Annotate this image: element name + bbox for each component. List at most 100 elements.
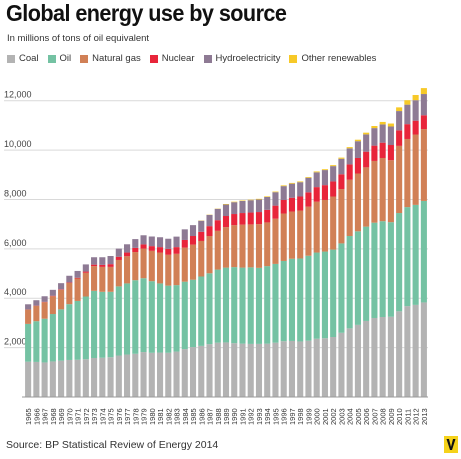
bar-segment-natural-gas (255, 224, 263, 268)
bar-segment-coal (354, 324, 361, 397)
bar-segment-natural-gas (354, 173, 361, 232)
bar-segment-natural-gas (214, 230, 221, 270)
bar-segment-coal (189, 347, 197, 397)
y-tick-label: 4,000 (4, 287, 27, 297)
x-tick-label: 2000 (313, 408, 322, 425)
legend-label: Natural gas (92, 53, 141, 64)
bar-segment-coal (379, 317, 386, 397)
bar-segment-natural-gas (321, 199, 328, 252)
bar-segment-oil (321, 251, 328, 339)
bar-segment-natural-gas (49, 296, 56, 315)
bar-segment-hydroelectricity (396, 111, 403, 131)
bar-segment-hydroelectricity (247, 200, 254, 213)
bar-segment-nuclear (420, 115, 427, 130)
bar-segment-coal (363, 320, 370, 397)
bar-segment-oil (363, 226, 370, 321)
bar-segment-coal (91, 357, 98, 397)
bar-segment-oil (297, 258, 304, 342)
x-tick-label: 1986 (197, 408, 206, 425)
bar-segment-coal (255, 343, 263, 397)
bar-segment-oil (107, 291, 114, 358)
bar-segment-coal (264, 343, 271, 397)
legend-label: Coal (19, 53, 39, 64)
bar-segment-oil (231, 267, 238, 344)
bar-segment-hydroelectricity (156, 237, 164, 248)
legend-swatch (80, 54, 89, 63)
bar-segment-coal (132, 353, 139, 397)
bar-segment-oil (239, 267, 246, 344)
bar-segment-oil (412, 204, 419, 305)
bar-segment-nuclear (91, 264, 98, 267)
y-tick-label: 12,000 (4, 90, 32, 100)
bar-segment-oil (181, 281, 188, 350)
x-tick-label: 1966 (32, 408, 41, 425)
bar-segment-coal (74, 359, 81, 397)
bar-segment-nuclear (99, 264, 106, 267)
y-tick-label: 6,000 (4, 238, 27, 248)
bar-segment-natural-gas (239, 224, 246, 268)
bar-segment-oil (379, 221, 386, 317)
bar-segment-hydroelectricity (338, 158, 345, 175)
bar-segment-natural-gas (363, 167, 370, 227)
bar-segment-coal (66, 359, 73, 397)
bar-segment-oil (214, 269, 221, 343)
bar-segment-nuclear (363, 151, 370, 168)
bar-segment-nuclear (189, 236, 197, 245)
bar-segment-hydroelectricity (222, 204, 230, 216)
bar-segment-natural-gas (74, 278, 81, 301)
bar-segment-coal (58, 360, 65, 397)
bar-segment-oil (173, 285, 180, 352)
bar-segment-hydroelectricity (379, 124, 386, 143)
bar-segment-hydroelectricity (165, 238, 172, 249)
bar-segment-nuclear (165, 248, 172, 255)
x-tick-label: 1980 (148, 408, 157, 425)
bar-segment-hydroelectricity (346, 148, 353, 165)
bar-segment-oil (198, 276, 205, 346)
bar-segment-hydroelectricity (206, 214, 213, 227)
bar-segment-coal (305, 340, 312, 397)
bar-segment-oil (264, 266, 271, 344)
bar-segment-hydroelectricity (420, 94, 427, 116)
bar-segment-nuclear (239, 213, 246, 225)
x-tick-label: 2013 (420, 408, 429, 425)
bar-segment-nuclear (371, 145, 378, 161)
legend-item: Nuclear (149, 53, 195, 64)
bar-segment-hydroelectricity (115, 248, 122, 257)
legend-item: Hydroelectricity (203, 53, 280, 64)
bar-segment-hydroelectricity (288, 183, 296, 198)
bar-segment-coal (272, 342, 279, 397)
bar-segment-other-renewables (330, 165, 337, 167)
bar-segment-natural-gas (115, 259, 122, 287)
x-tick-label: 1996 (280, 408, 289, 425)
bar-segment-coal (321, 338, 328, 397)
bar-segment-hydroelectricity (255, 199, 263, 213)
bar-segment-oil (272, 263, 279, 343)
x-tick-label: 1972 (82, 408, 91, 425)
bar-segment-natural-gas (66, 282, 73, 305)
bar-segment-hydroelectricity (363, 134, 370, 152)
bar-segment-coal (140, 352, 147, 397)
bar-segment-coal (148, 352, 155, 397)
bar-segment-natural-gas (173, 253, 180, 286)
bar-segment-natural-gas (58, 289, 65, 310)
bar-segment-natural-gas (280, 213, 287, 261)
bar-segment-hydroelectricity (99, 257, 106, 265)
bar-segment-natural-gas (231, 225, 238, 268)
bar-segment-oil (313, 252, 320, 339)
bar-segment-other-renewables (338, 157, 345, 159)
bar-segment-nuclear (288, 197, 296, 212)
bar-segment-natural-gas (346, 179, 353, 237)
bar-segment-other-renewables (272, 191, 279, 193)
bar-segment-nuclear (214, 220, 221, 231)
bar-segment-oil (66, 304, 73, 360)
legend-item: Other renewables (289, 53, 376, 64)
bar-segment-nuclear (140, 244, 147, 249)
bar-segment-nuclear (206, 226, 213, 237)
x-tick-label: 1983 (173, 408, 182, 425)
bar-segment-nuclear (404, 124, 411, 139)
bar-segment-natural-gas (165, 254, 172, 286)
bar-segment-nuclear (354, 157, 361, 174)
bar-segment-coal (404, 306, 411, 397)
bar-segment-oil (404, 207, 411, 307)
